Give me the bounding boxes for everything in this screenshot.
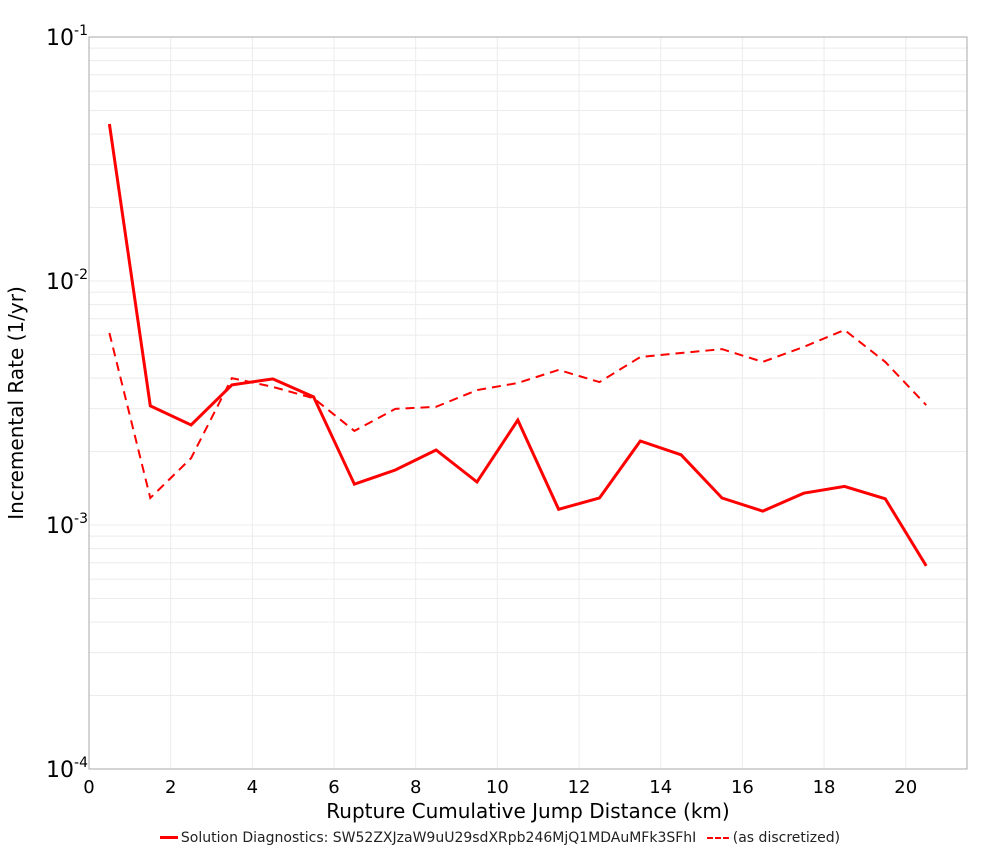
x-tick-label: 10: [486, 777, 509, 798]
y-axis-title: Incremental Rate (1/yr): [4, 286, 28, 519]
legend-item-discretized: (as discretized): [701, 830, 840, 846]
x-tick-label: 0: [83, 777, 94, 798]
series-line-solution: [107, 123, 928, 567]
legend: Solution Diagnostics: SW52ZXJzaW9uU29sdX…: [0, 827, 1000, 846]
grid-lines: [89, 37, 967, 770]
solid-line-swatch-icon: [159, 836, 178, 839]
x-tick-label: 12: [568, 777, 591, 798]
x-tick-label: 2: [165, 777, 176, 798]
x-tick-label: 16: [731, 777, 754, 798]
x-axis-title: Rupture Cumulative Jump Distance (km): [326, 799, 729, 823]
legend-label-discretized: (as discretized): [732, 830, 841, 846]
dashed-line-swatch-icon: [706, 837, 729, 839]
plot-frame: [88, 36, 968, 770]
x-tick-label: 20: [894, 777, 917, 798]
x-tick-label: 8: [410, 777, 421, 798]
x-tick-label: 4: [247, 777, 258, 798]
y-tick-label: 10-4: [46, 755, 88, 783]
x-tick-label: 6: [328, 777, 339, 798]
x-tick-label: 18: [813, 777, 836, 798]
y-tick-label: 10-1: [46, 23, 88, 51]
series-line-discretized: [108, 328, 927, 500]
legend-item-solution: Solution Diagnostics: SW52ZXJzaW9uU29sdX…: [159, 829, 697, 846]
series-layer: [107, 123, 928, 567]
x-tick-label: 14: [649, 777, 672, 798]
y-tick-label: 10-3: [46, 511, 88, 539]
legend-label-solution: Solution Diagnostics: SW52ZXJzaW9uU29sdX…: [180, 829, 697, 846]
x-axis-ticks: 0 2 4 6 8 10 12 14 16 18 20: [83, 777, 917, 798]
y-tick-label: 10-2: [46, 267, 88, 295]
y-axis-ticks: 10-1 10-2 10-3 10-4: [46, 23, 88, 783]
